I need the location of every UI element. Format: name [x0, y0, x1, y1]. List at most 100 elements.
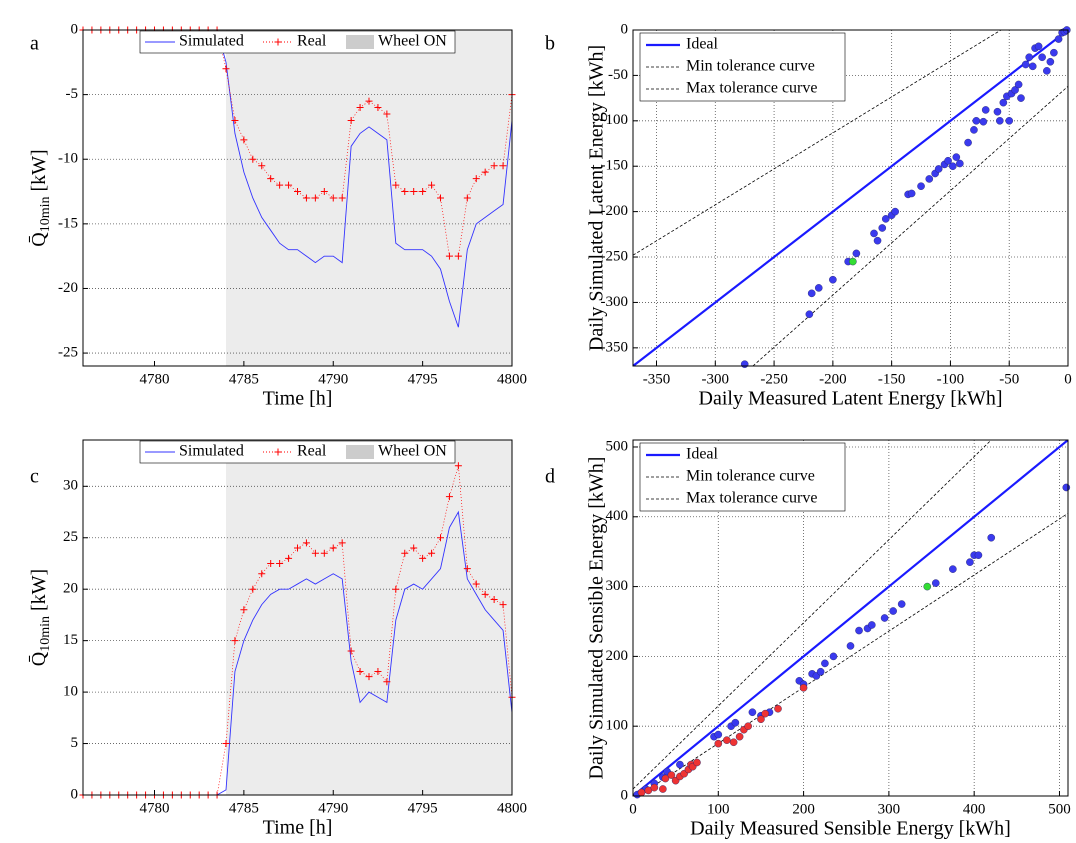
- marker: [445, 252, 453, 260]
- point: [667, 771, 676, 779]
- x-tick-label: 4800: [497, 371, 527, 387]
- y-tick-label: 5: [71, 735, 79, 751]
- point: [757, 715, 765, 724]
- point: [952, 153, 961, 161]
- legend-label: Wheel ON: [378, 443, 447, 460]
- x-tick-label: -100: [937, 371, 965, 387]
- legend-swatch: [346, 445, 374, 459]
- marker: [374, 104, 382, 112]
- point: [714, 739, 723, 748]
- point: [970, 126, 978, 134]
- y-tick-label: -10: [58, 151, 78, 167]
- y-label-main: Q̄: [28, 232, 50, 247]
- x-axis-label: Time [h]: [263, 388, 333, 410]
- legend-label: Simulated: [179, 33, 244, 50]
- panel-label: b: [545, 33, 555, 55]
- marker: [356, 668, 364, 676]
- marker: [383, 678, 391, 686]
- point: [993, 107, 1002, 116]
- y-axis-label: Daily Simulated Latent Energy [kWh]: [586, 45, 608, 351]
- point: [676, 760, 684, 769]
- y-tick-label: -25: [58, 345, 78, 361]
- y-label-main: Q̄: [28, 651, 50, 666]
- reference-line: [633, 440, 992, 790]
- y-tick-label: -150: [601, 158, 629, 174]
- series-line: [83, 30, 512, 328]
- point: [1014, 80, 1023, 89]
- legend-label: Real: [297, 33, 327, 50]
- y-tick-label: 0: [71, 21, 79, 37]
- x-tick-label: 300: [878, 801, 901, 817]
- x-tick-label: -200: [819, 371, 847, 387]
- marker: [374, 668, 382, 676]
- point: [805, 310, 814, 319]
- point: [1062, 483, 1071, 492]
- legend-box: [139, 440, 456, 464]
- point: [981, 106, 990, 114]
- y-tick-label: 25: [63, 529, 78, 545]
- point: [972, 117, 981, 125]
- legend-label: Max tolerance curve: [686, 490, 817, 507]
- legend-label: Min tolerance curve: [686, 58, 815, 75]
- y-tick-label: 300: [606, 578, 629, 594]
- marker: [383, 110, 391, 118]
- point: [740, 360, 749, 368]
- point: [723, 736, 731, 744]
- legend-label: Max tolerance curve: [686, 80, 817, 97]
- point: [1034, 42, 1043, 51]
- reference-line: [752, 86, 1068, 366]
- y-label-unit: [kW]: [28, 569, 50, 611]
- x-tick-label: 4790: [318, 371, 348, 387]
- x-axis-label: Daily Measured Sensible Energy [kWh]: [690, 818, 1011, 840]
- plot-area: [633, 30, 1068, 366]
- point: [1005, 117, 1014, 125]
- plot-area: [83, 30, 512, 366]
- x-tick-label: 4785: [229, 800, 259, 816]
- point: [944, 156, 952, 165]
- panel: 4780 4785 4790 4795 4800 0 5 10 15 20 25 30 c Time [h…: [28, 439, 527, 839]
- point: [1054, 35, 1063, 43]
- point: [735, 732, 744, 741]
- point: [891, 207, 899, 216]
- x-tick-label: 0: [629, 801, 637, 817]
- point: [1046, 57, 1055, 66]
- point: [949, 565, 957, 573]
- y-tick-label: 30: [63, 478, 78, 494]
- y-label-unit: [kW]: [28, 149, 50, 191]
- marker: [258, 162, 266, 170]
- point: [996, 117, 1004, 125]
- panel: -350 -300 -250 -200 -150 -100 -50 0 -350 -300 -250…: [545, 21, 1072, 409]
- y-tick-label: 400: [606, 508, 629, 524]
- point: [829, 275, 837, 284]
- y-tick-label: 15: [63, 632, 78, 648]
- panel-label: c: [30, 466, 39, 488]
- marker: [276, 559, 284, 567]
- y-tick-label: -300: [601, 294, 629, 310]
- marker: [481, 168, 489, 176]
- x-tick-label: 4780: [140, 800, 170, 816]
- axes-box: [82, 439, 513, 796]
- point: [931, 579, 940, 587]
- marker: [499, 601, 507, 609]
- series-line: [83, 510, 512, 795]
- point: [650, 783, 659, 792]
- point: [852, 249, 861, 258]
- marker: [437, 194, 444, 202]
- x-tick-label: 4800: [497, 800, 527, 816]
- marker: [222, 65, 230, 73]
- x-tick-label: -50: [999, 371, 1019, 387]
- marker: [311, 194, 319, 202]
- legend-label: Min tolerance curve: [686, 468, 815, 485]
- marker: [294, 188, 301, 196]
- marker: [311, 549, 319, 557]
- marker: [347, 116, 355, 124]
- point: [1021, 60, 1030, 69]
- marker: [258, 570, 266, 578]
- marker: [419, 188, 427, 196]
- x-tick-label: 4795: [408, 371, 438, 387]
- marker: [240, 136, 248, 144]
- y-tick-label: 200: [606, 648, 629, 664]
- marker: [410, 544, 418, 552]
- reference-line: [637, 512, 1068, 796]
- marker: [329, 194, 337, 202]
